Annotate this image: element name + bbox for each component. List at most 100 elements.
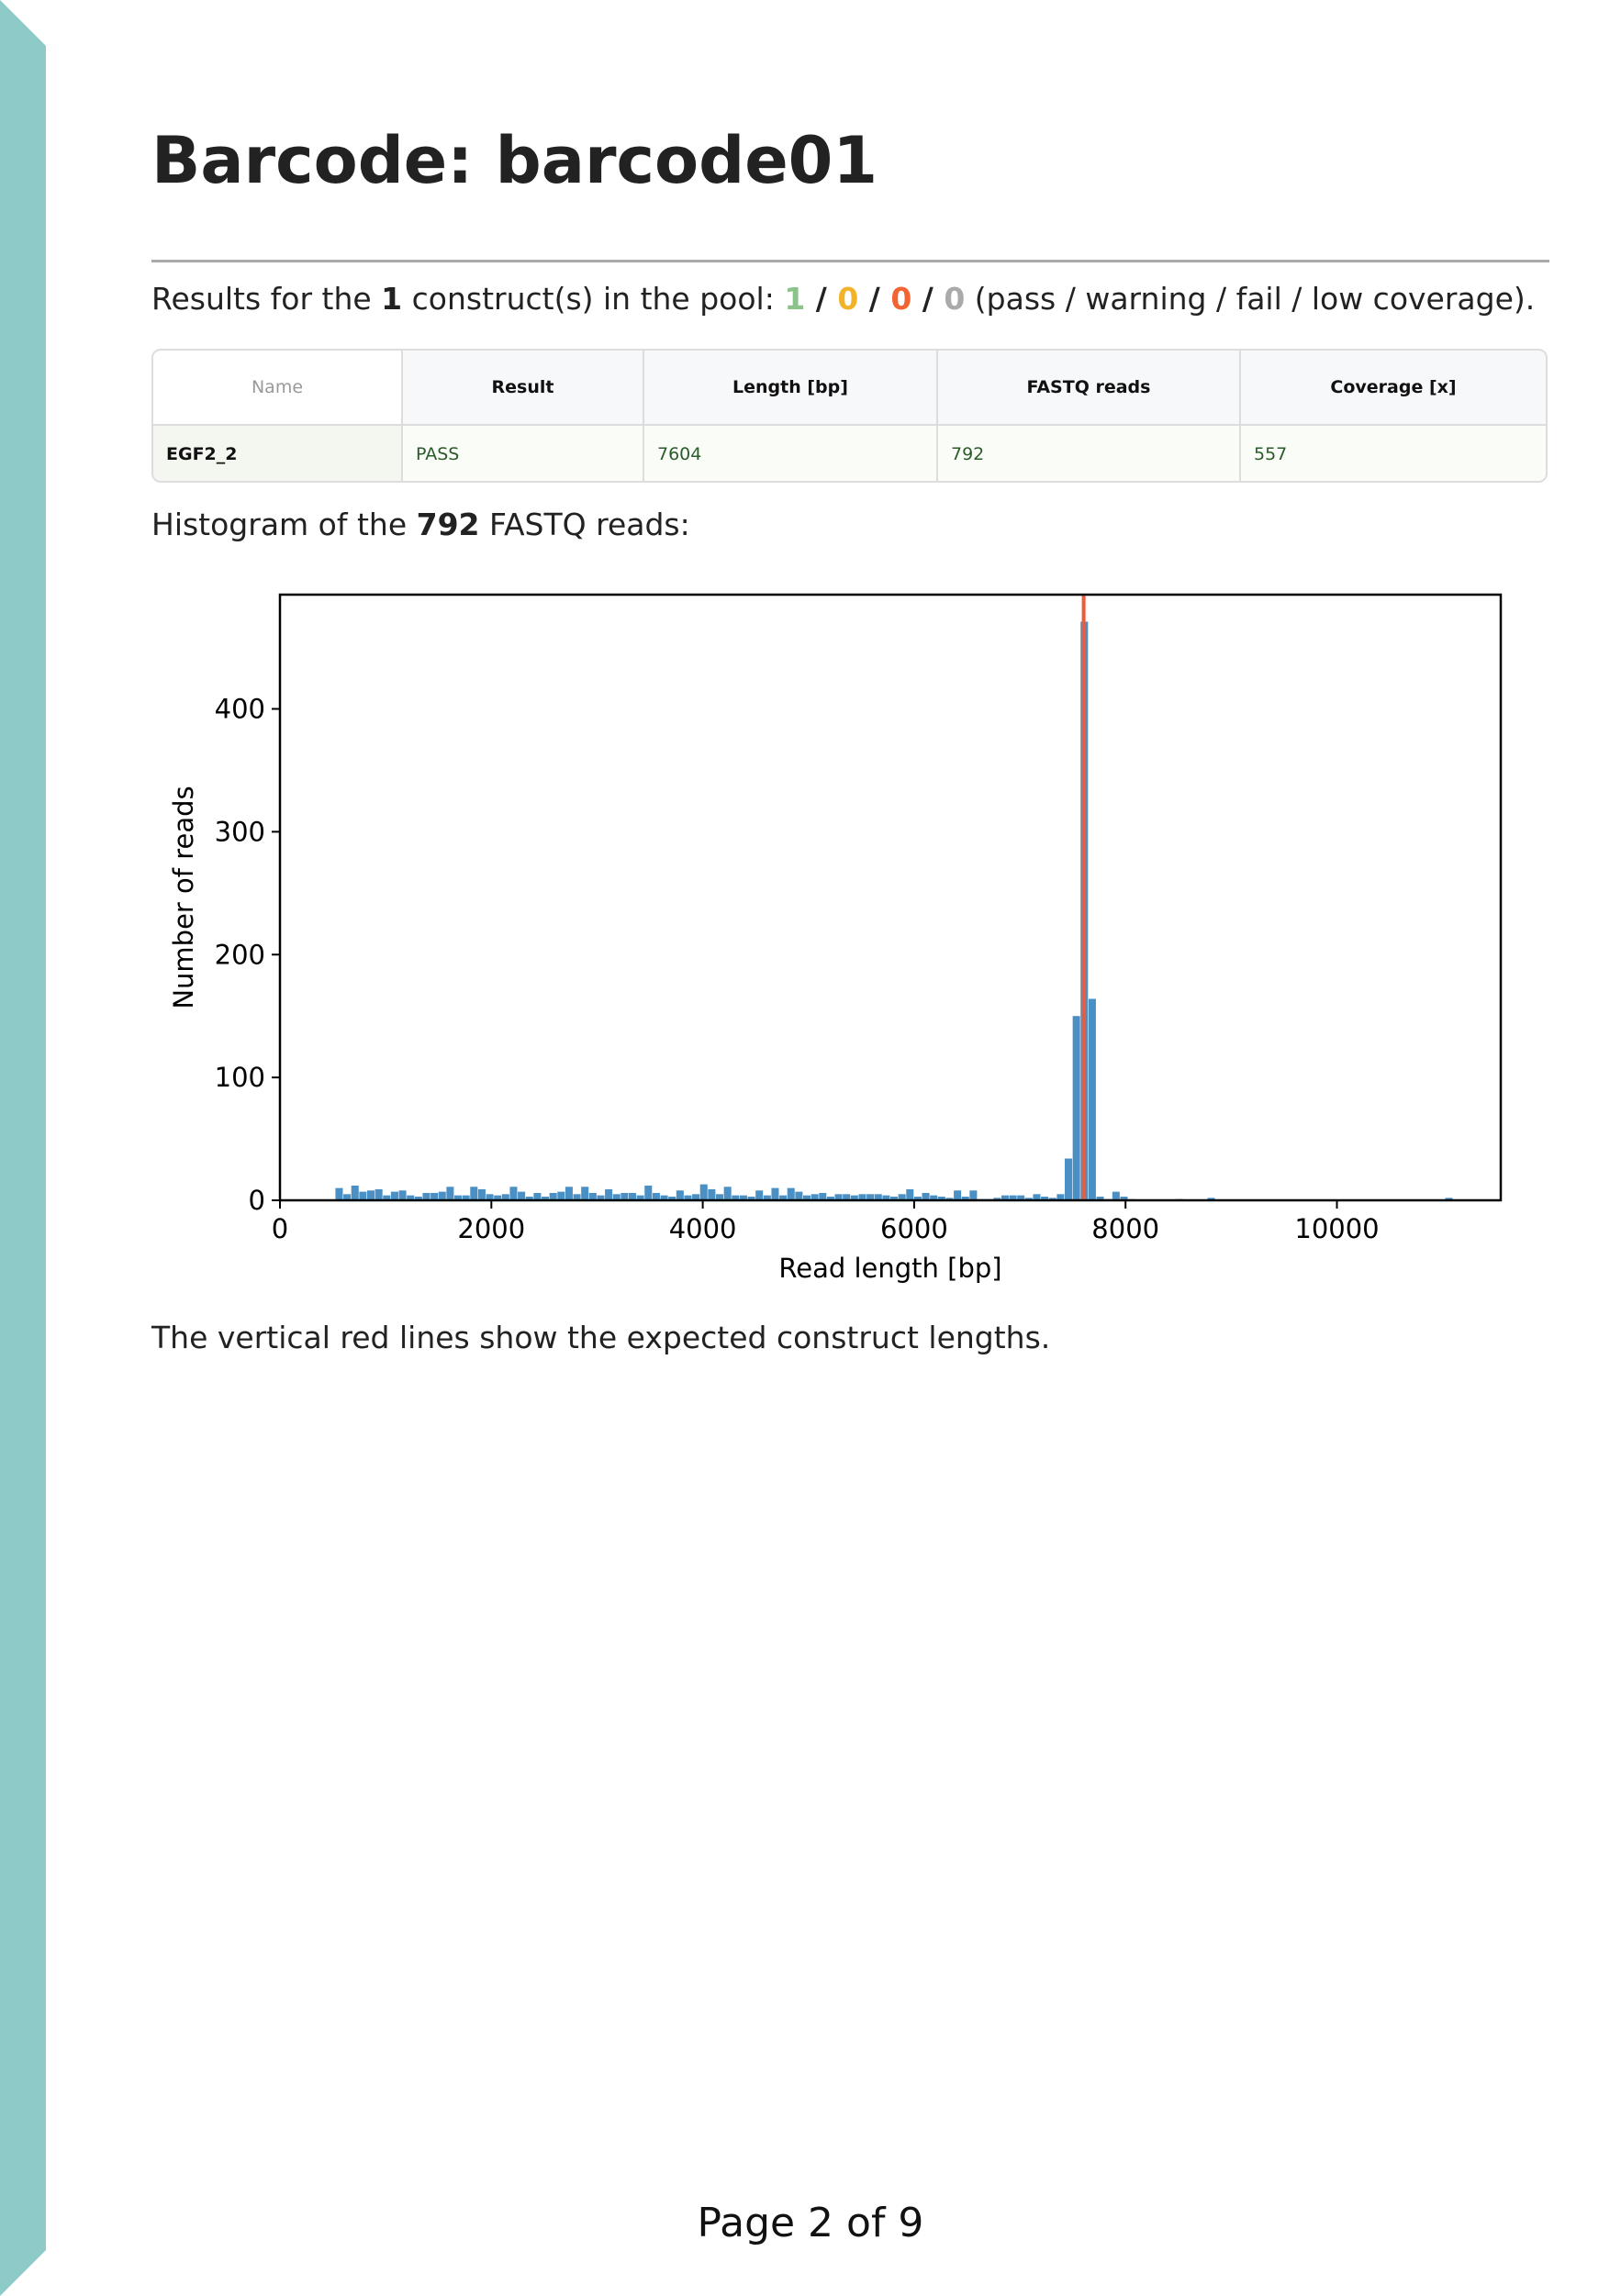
histogram-bar	[477, 1188, 486, 1200]
histogram-bar	[407, 1195, 415, 1200]
plot-frame	[278, 593, 1503, 1202]
histogram-bar	[525, 1196, 533, 1200]
histogram-bar	[533, 1192, 542, 1200]
histogram-bar	[494, 1195, 502, 1200]
histogram-bar	[597, 1195, 605, 1200]
histogram-bar	[565, 1187, 573, 1200]
histogram-bar	[446, 1187, 454, 1200]
histogram-bar	[612, 1194, 620, 1200]
histogram-bar	[549, 1192, 557, 1200]
summary-suffix: (pass / warning / fail / low coverage).	[965, 281, 1536, 317]
histogram-bar	[1048, 1198, 1056, 1200]
histogram-bar	[501, 1194, 509, 1200]
histogram-bar	[1072, 1016, 1080, 1200]
histogram-bar	[747, 1196, 755, 1200]
histogram-bar	[803, 1195, 811, 1200]
results-table-container: Name Result Length [bp] FASTQ reads Cove…	[151, 349, 1548, 483]
histogram-bar	[787, 1187, 795, 1200]
histogram-bars	[335, 621, 1453, 1200]
histogram-bar	[652, 1192, 660, 1200]
histogram-bar	[763, 1195, 771, 1200]
page-number: Page 2 of 9	[697, 2200, 924, 2246]
histogram-bar	[668, 1196, 676, 1200]
x-tick-label: 6000	[880, 1213, 948, 1244]
y-tick-label: 200	[215, 939, 265, 970]
x-tick-label: 4000	[669, 1213, 737, 1244]
summary-prefix: Results for the	[151, 281, 382, 317]
pass-count: 1	[784, 281, 806, 317]
histogram-bar	[882, 1195, 890, 1200]
histogram-bar	[858, 1194, 866, 1200]
histogram-bar	[906, 1188, 914, 1200]
histogram-bar	[509, 1187, 518, 1200]
table-row: EGF2_2 PASS 7604 792 557	[153, 424, 1546, 481]
histogram-bar	[1009, 1195, 1017, 1200]
histogram-caption-suffix: FASTQ reads:	[479, 507, 690, 542]
low-coverage-count: 0	[944, 281, 966, 317]
histogram-read-count: 792	[416, 507, 480, 542]
histogram-bar	[398, 1190, 407, 1200]
histogram-bar	[826, 1196, 834, 1200]
histogram-bar	[1088, 998, 1096, 1200]
histogram-bar	[843, 1194, 851, 1200]
histogram-bar	[462, 1195, 470, 1200]
histogram-bar	[1033, 1194, 1041, 1200]
y-axis-label: Number of reads	[168, 786, 199, 1009]
histogram-bar	[1120, 1196, 1128, 1200]
histogram-bar	[414, 1196, 422, 1200]
summary-separator: /	[911, 281, 945, 317]
histogram-bar	[922, 1192, 930, 1200]
histogram-bar	[676, 1190, 684, 1200]
histogram-bar	[716, 1194, 724, 1200]
histogram-bar	[636, 1195, 644, 1200]
histogram-bar	[1207, 1198, 1215, 1200]
histogram-bar	[961, 1196, 969, 1200]
histogram-bar	[454, 1195, 463, 1200]
cell-result: PASS	[401, 424, 644, 481]
histogram-bar	[1041, 1196, 1049, 1200]
histogram-bar	[542, 1196, 550, 1200]
histogram-bar	[954, 1190, 962, 1200]
histogram-bar	[890, 1196, 899, 1200]
fail-count: 0	[890, 281, 912, 317]
histogram-bar	[779, 1195, 788, 1200]
histogram-bar	[430, 1192, 439, 1200]
y-tick-label: 100	[215, 1062, 265, 1093]
warning-count: 0	[837, 281, 859, 317]
table-header-row: Name Result Length [bp] FASTQ reads Cove…	[153, 351, 1546, 426]
histogram-bar	[620, 1192, 629, 1200]
title-divider	[151, 260, 1549, 262]
histogram-bar	[930, 1195, 938, 1200]
x-tick-label: 0	[272, 1213, 288, 1244]
histogram-bar	[1017, 1195, 1025, 1200]
x-tick-label: 10000	[1294, 1213, 1379, 1244]
histogram-caption-prefix: Histogram of the	[151, 507, 417, 542]
histogram-bar	[969, 1190, 978, 1200]
histogram-bar	[692, 1194, 700, 1200]
histogram-bar	[557, 1191, 565, 1200]
histogram-bar	[819, 1192, 827, 1200]
histogram-bar	[1024, 1198, 1033, 1200]
histogram-bar	[1001, 1195, 1009, 1200]
summary-separator: /	[858, 281, 891, 317]
histogram-bar	[755, 1190, 764, 1200]
column-header-result: Result	[401, 351, 644, 426]
histogram-bar	[359, 1191, 367, 1200]
histogram-bar	[1445, 1198, 1453, 1200]
histogram-bar	[866, 1194, 875, 1200]
histogram-bar	[390, 1191, 398, 1200]
x-tick-label: 8000	[1091, 1213, 1159, 1244]
histogram-bar	[438, 1191, 446, 1200]
histogram-bar	[383, 1195, 391, 1200]
expected-length-note: The vertical red lines show the expected…	[151, 1320, 1051, 1355]
construct-count: 1	[381, 281, 403, 317]
column-header-coverage: Coverage [x]	[1239, 351, 1546, 426]
histogram-bar	[913, 1196, 922, 1200]
histogram-bar	[810, 1194, 819, 1200]
histogram-bar	[581, 1187, 589, 1200]
y-axis-ticks: 0 100 200 300 400	[215, 694, 280, 1216]
histogram-bar	[739, 1195, 747, 1200]
histogram-bar	[1112, 1191, 1120, 1200]
results-summary: Results for the 1 construct(s) in the po…	[151, 281, 1535, 318]
histogram-bar	[518, 1191, 526, 1200]
